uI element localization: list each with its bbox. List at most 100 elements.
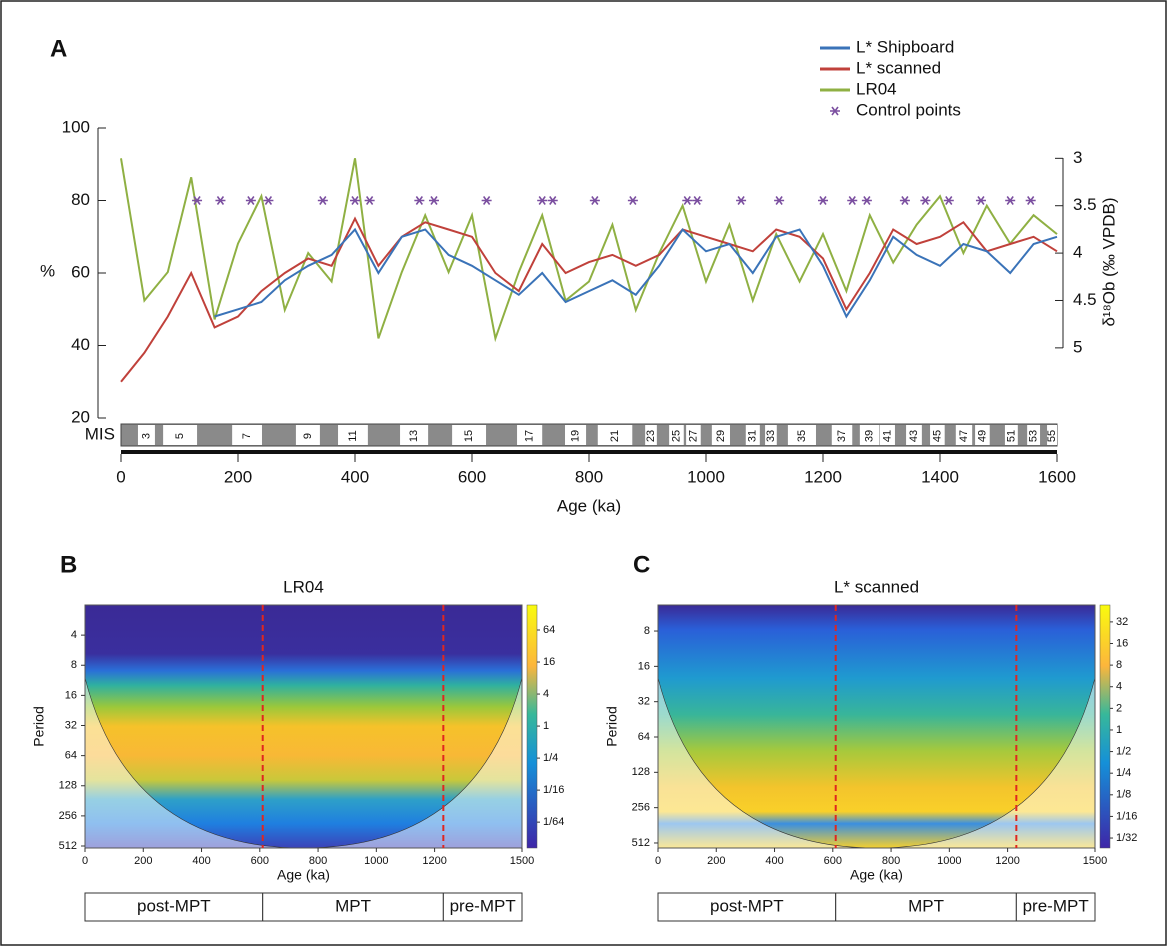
colorbar-tick-label: 1/16 xyxy=(1116,810,1137,822)
x-tick-label: 1200 xyxy=(995,855,1019,867)
y-tick-label: 16 xyxy=(638,660,650,672)
mis-stage xyxy=(711,425,730,445)
mis-stage-label: 31 xyxy=(747,430,759,442)
legend-label: Control points xyxy=(856,100,961,119)
x-tick-label: 600 xyxy=(458,467,486,486)
x-axis xyxy=(121,450,1057,454)
y-tick-label: 80 xyxy=(71,190,90,209)
colorbar-tick-label: 1 xyxy=(543,720,549,732)
mis-stage-label: 9 xyxy=(302,433,314,439)
panel-title: L* scanned xyxy=(834,577,919,596)
colorbar-tick-label: 64 xyxy=(543,624,555,636)
mis-stage xyxy=(879,425,895,445)
colorbar xyxy=(1099,604,1111,849)
colorbar-tick-label: 4 xyxy=(1116,681,1122,693)
colorbar-tick-label: 1/64 xyxy=(543,816,564,828)
mis-stage xyxy=(955,425,973,445)
mis-stage-label: 39 xyxy=(863,430,875,442)
mis-stage-label: 7 xyxy=(241,433,253,439)
mis-stage xyxy=(565,425,587,445)
control-point xyxy=(975,196,986,205)
phase-label: post-MPT xyxy=(710,896,784,915)
control-point xyxy=(1025,196,1036,205)
mis-stage xyxy=(137,425,155,445)
data-line xyxy=(214,227,1058,319)
control-point xyxy=(547,196,558,205)
mis-stage-label: 11 xyxy=(347,430,359,441)
mis-stage xyxy=(669,425,684,445)
x-tick-label: 800 xyxy=(309,855,327,867)
x-tick-label: 1000 xyxy=(364,855,388,867)
mis-stage xyxy=(645,425,657,445)
mis-stage xyxy=(906,425,922,445)
y2-tick-label: 5 xyxy=(1073,337,1082,356)
mis-stage-label: 33 xyxy=(765,430,777,442)
x-tick-label: 1500 xyxy=(1083,855,1107,867)
y-tick-label: 512 xyxy=(632,837,650,849)
mis-stage-label: 29 xyxy=(715,430,727,442)
y-tick-label: 20 xyxy=(71,407,90,426)
x-tick-label: 1500 xyxy=(510,855,534,867)
mis-stage xyxy=(975,425,990,445)
mis-stage-label: 51 xyxy=(1005,430,1017,442)
legend-label: L* Shipboard xyxy=(856,37,954,56)
y-tick-label: 4 xyxy=(71,629,77,641)
x-tick-label: 600 xyxy=(824,855,842,867)
phase-label: pre-MPT xyxy=(450,896,516,915)
mis-stage xyxy=(1004,425,1018,445)
control-point xyxy=(317,196,328,205)
x-axis-label: Age (ka) xyxy=(557,496,621,515)
y-tick-label: 32 xyxy=(65,719,77,731)
y-tick-label: 100 xyxy=(62,117,90,136)
mis-stage xyxy=(930,425,945,445)
x-tick-label: 400 xyxy=(192,855,210,867)
y-tick-label: 64 xyxy=(65,750,77,762)
x-tick-label: 1000 xyxy=(937,855,961,867)
y2-tick-label: 3 xyxy=(1073,148,1082,167)
plot-frame xyxy=(84,604,523,849)
control-point xyxy=(692,196,703,205)
cone-of-influence xyxy=(658,677,1095,848)
control-point xyxy=(428,196,439,205)
mis-stage xyxy=(745,425,760,445)
y-tick-label: 32 xyxy=(638,696,650,708)
mis-stage-label: 13 xyxy=(408,430,420,442)
control-point xyxy=(774,196,785,205)
control-point xyxy=(627,196,638,205)
mis-stage xyxy=(1027,425,1041,445)
mis-stage xyxy=(295,425,320,445)
colorbar-tick-label: 1 xyxy=(1116,724,1122,736)
mis-stage-label: 21 xyxy=(609,430,621,442)
y2-tick-label: 4.5 xyxy=(1073,290,1097,309)
x-tick-label: 800 xyxy=(575,467,603,486)
mis-stage xyxy=(597,425,633,445)
y2-tick-label: 3.5 xyxy=(1073,195,1097,214)
mis-stage xyxy=(686,425,701,445)
data-line xyxy=(120,216,1058,383)
y-tick-label: 64 xyxy=(638,731,650,743)
control-point xyxy=(736,196,747,205)
mis-stage-label: 19 xyxy=(569,430,581,442)
colorbar-tick-label: 16 xyxy=(543,656,555,668)
y-tick-label: 256 xyxy=(59,810,77,822)
colorbar-tick-label: 2 xyxy=(1116,702,1122,714)
control-point xyxy=(920,196,931,205)
x-tick-label: 200 xyxy=(707,855,725,867)
colorbar-tick-label: 1/4 xyxy=(543,752,558,764)
x-axis-label: Age (ka) xyxy=(850,867,903,883)
control-point xyxy=(481,196,492,205)
mis-stage xyxy=(859,425,880,445)
x-tick-label: 800 xyxy=(882,855,900,867)
mis-stage xyxy=(787,425,816,445)
mis-label: MIS xyxy=(85,424,115,443)
y-tick-label: 16 xyxy=(65,689,77,701)
control-point xyxy=(589,196,600,205)
mis-stage-label: 25 xyxy=(670,430,682,442)
x-tick-label: 200 xyxy=(224,467,252,486)
control-point xyxy=(537,196,548,205)
mis-stage-label: 43 xyxy=(908,430,920,442)
y-tick-label: 60 xyxy=(71,262,90,281)
mis-stage-label: 47 xyxy=(958,430,970,442)
